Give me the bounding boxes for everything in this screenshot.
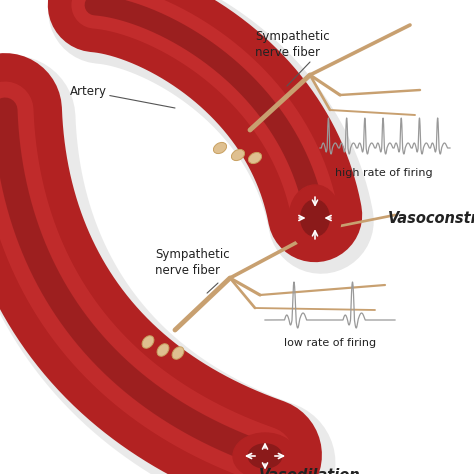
Ellipse shape: [213, 142, 227, 154]
Ellipse shape: [231, 149, 245, 161]
Text: Sympathetic
nerve fiber: Sympathetic nerve fiber: [155, 248, 229, 277]
Text: low rate of firing: low rate of firing: [284, 338, 376, 348]
Text: Vasodilation: Vasodilation: [259, 468, 361, 474]
Ellipse shape: [233, 433, 297, 474]
Ellipse shape: [157, 344, 169, 356]
Text: Sympathetic
nerve fiber: Sympathetic nerve fiber: [255, 30, 329, 59]
Text: high rate of firing: high rate of firing: [335, 168, 433, 178]
Ellipse shape: [248, 444, 282, 468]
Ellipse shape: [172, 347, 184, 359]
Text: Vasoconstriction: Vasoconstriction: [388, 210, 474, 226]
Text: Artery: Artery: [70, 85, 175, 108]
Ellipse shape: [301, 200, 329, 236]
Ellipse shape: [248, 153, 262, 164]
Ellipse shape: [142, 336, 154, 348]
Ellipse shape: [289, 185, 341, 251]
